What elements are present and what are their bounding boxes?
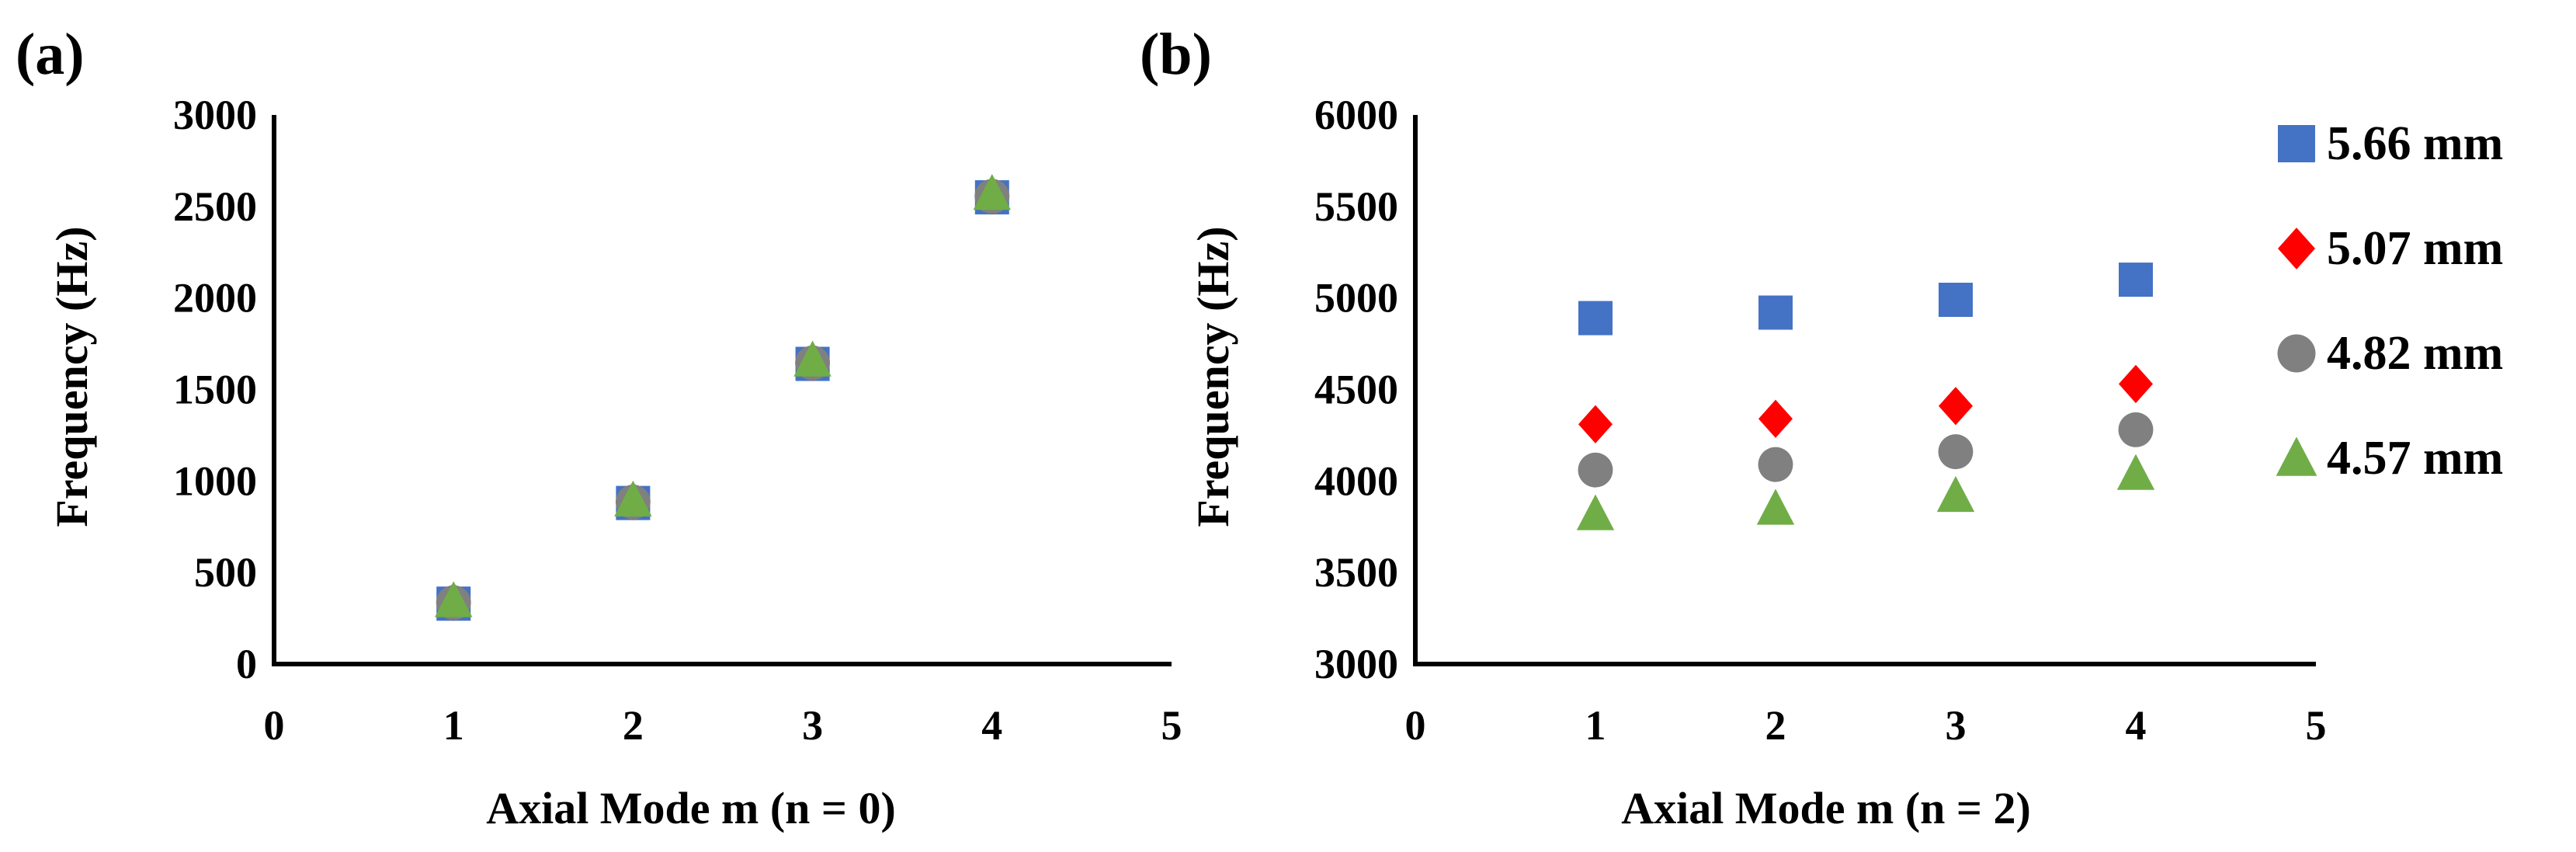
y-tick-label-a: 2500 <box>173 183 257 230</box>
x-axis-title-a: Axial Mode m (n = 0) <box>486 783 896 833</box>
point-square-b <box>1758 295 1793 330</box>
data-points-b <box>1576 263 2155 530</box>
point-triangle-b <box>1936 475 1975 513</box>
x-tick-label-a: 0 <box>264 702 285 749</box>
legend-entry-4-82: 4.82 mm <box>2277 327 2503 380</box>
x-tick-label-b: 2 <box>1765 702 1786 749</box>
y-tick-label-b: 4000 <box>1314 457 1398 504</box>
point-triangle-b <box>1756 489 1795 525</box>
legend-square-shape <box>2278 125 2315 162</box>
point-triangle-a <box>793 340 831 377</box>
legend-entry-5-07: 5.07 mm <box>2278 222 2503 275</box>
chart-panel-b: (b) Frequency (Hz) Axial Mode m (n = 2) … <box>1140 22 2327 833</box>
x-tick-label-b: 0 <box>1405 702 1426 749</box>
y-tick-label-b: 6000 <box>1314 92 1398 138</box>
legend-label-4-57: 4.57 mm <box>2327 432 2503 485</box>
point-square-b <box>2119 263 2153 297</box>
point-square-b <box>1578 301 1613 336</box>
y-tick-label-b: 5000 <box>1314 275 1398 322</box>
legend-marker-diamond-icon <box>2278 228 2315 270</box>
legend-label-5-07: 5.07 mm <box>2327 222 2503 275</box>
y-tick-labels-b: 3000 3500 4000 4500 5000 5500 6000 <box>1314 92 1398 687</box>
x-tick-label-a: 3 <box>802 702 823 749</box>
legend-circle-shape <box>2277 334 2316 373</box>
y-tick-label-b: 3500 <box>1314 549 1398 596</box>
panel-label-a: (a) <box>16 22 85 87</box>
x-tick-label-b: 4 <box>2126 702 2147 749</box>
y-tick-label-b: 4500 <box>1314 367 1398 413</box>
point-triangle-b <box>1576 494 1615 530</box>
x-tick-label-b: 5 <box>2306 702 2327 749</box>
data-points-a <box>435 174 1011 621</box>
panel-label-b: (b) <box>1140 22 1212 87</box>
legend: 5.66 mm 5.07 mm 4.82 mm 4.57 mm <box>2276 117 2503 485</box>
legend-label-5-66: 5.66 mm <box>2327 117 2503 170</box>
x-tick-label-a: 1 <box>443 702 464 749</box>
legend-diamond-shape <box>2278 228 2315 270</box>
point-triangle-a <box>614 480 652 516</box>
chart-panel-a: (a) Frequency (Hz) Axial Mode m (n = 0) … <box>16 22 1182 833</box>
y-axis-title-a: Frequency (Hz) <box>47 226 97 527</box>
legend-marker-circle-icon <box>2277 334 2316 373</box>
point-circle-b <box>1938 434 1974 470</box>
y-axis-title-b: Frequency (Hz) <box>1188 226 1238 527</box>
point-triangle-b <box>2116 454 2155 490</box>
y-tick-label-a: 1000 <box>173 457 257 504</box>
legend-entry-4-57: 4.57 mm <box>2276 432 2503 485</box>
x-tick-label-b: 3 <box>1946 702 1967 749</box>
point-circle-b <box>2118 412 2154 447</box>
x-tick-label-b: 1 <box>1585 702 1606 749</box>
point-square-b <box>1939 283 1973 318</box>
x-axis-title-b: Axial Mode m (n = 2) <box>1621 783 2031 833</box>
legend-entry-5-66: 5.66 mm <box>2278 117 2503 170</box>
point-diamond-b <box>2119 364 2153 404</box>
point-diamond-b <box>1939 387 1973 426</box>
point-circle-b <box>1758 447 1793 482</box>
x-tick-label-a: 5 <box>1161 702 1182 749</box>
x-tick-labels-b: 0 1 2 3 4 5 <box>1405 702 2327 749</box>
point-diamond-b <box>1578 405 1613 443</box>
point-triangle-a <box>973 174 1011 210</box>
x-tick-label-a: 4 <box>981 702 1002 749</box>
y-tick-label-a: 1500 <box>173 367 257 413</box>
y-tick-labels-a: 0 500 1000 1500 2000 2500 3000 <box>173 92 257 687</box>
x-tick-label-a: 2 <box>623 702 644 749</box>
y-tick-label-b: 5500 <box>1314 183 1398 230</box>
legend-label-4-82: 4.82 mm <box>2327 327 2503 380</box>
point-circle-b <box>1578 452 1613 488</box>
legend-marker-square-icon <box>2278 125 2315 162</box>
y-tick-label-a: 500 <box>194 549 257 596</box>
y-tick-label-a: 3000 <box>173 92 257 138</box>
legend-marker-triangle-icon <box>2276 436 2317 476</box>
y-tick-label-a: 0 <box>236 641 257 687</box>
legend-triangle-shape <box>2276 436 2317 476</box>
point-triangle-a <box>435 581 473 617</box>
y-tick-label-b: 3000 <box>1314 641 1398 687</box>
y-tick-label-a: 2000 <box>173 275 257 322</box>
x-tick-labels-a: 0 1 2 3 4 5 <box>264 702 1182 749</box>
point-diamond-b <box>1758 399 1793 438</box>
